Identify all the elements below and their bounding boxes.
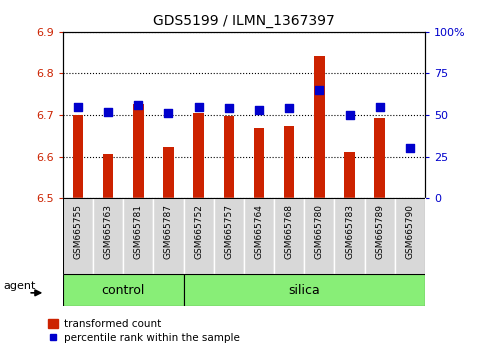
Bar bbox=[334, 198, 365, 274]
Point bbox=[376, 104, 384, 110]
Point bbox=[74, 104, 82, 110]
Bar bbox=[224, 116, 234, 198]
Bar bbox=[154, 198, 184, 274]
Text: agent: agent bbox=[3, 280, 36, 291]
Bar bbox=[184, 198, 213, 274]
Point bbox=[195, 104, 202, 110]
Text: GSM665790: GSM665790 bbox=[405, 204, 414, 259]
Text: GSM665764: GSM665764 bbox=[255, 204, 264, 259]
Point bbox=[315, 87, 323, 93]
Bar bbox=[274, 198, 304, 274]
Text: GSM665789: GSM665789 bbox=[375, 204, 384, 259]
Bar bbox=[93, 198, 123, 274]
Text: GSM665755: GSM665755 bbox=[73, 204, 83, 259]
Bar bbox=[133, 104, 143, 198]
Bar bbox=[193, 113, 204, 198]
Point bbox=[346, 112, 354, 118]
Bar bbox=[163, 148, 174, 198]
Point bbox=[285, 105, 293, 111]
Text: GSM665783: GSM665783 bbox=[345, 204, 354, 259]
Bar bbox=[304, 198, 334, 274]
Legend: transformed count, percentile rank within the sample: transformed count, percentile rank withi… bbox=[44, 315, 244, 348]
Text: GSM665763: GSM665763 bbox=[103, 204, 113, 259]
Bar bbox=[284, 126, 295, 198]
Bar bbox=[254, 129, 264, 198]
Text: silica: silica bbox=[288, 284, 320, 297]
Bar bbox=[344, 152, 355, 198]
Text: GSM665780: GSM665780 bbox=[315, 204, 324, 259]
Text: GSM665781: GSM665781 bbox=[134, 204, 143, 259]
Point bbox=[165, 110, 172, 116]
Point bbox=[225, 105, 233, 111]
Bar bbox=[63, 274, 184, 306]
Bar bbox=[395, 198, 425, 274]
Bar bbox=[63, 198, 93, 274]
Bar bbox=[123, 198, 154, 274]
Bar bbox=[244, 198, 274, 274]
Point bbox=[104, 109, 112, 115]
Text: control: control bbox=[101, 284, 145, 297]
Bar bbox=[374, 118, 385, 198]
Text: GSM665752: GSM665752 bbox=[194, 204, 203, 259]
Bar bbox=[103, 154, 114, 198]
Point bbox=[255, 107, 263, 113]
Bar bbox=[365, 198, 395, 274]
Text: GSM665757: GSM665757 bbox=[224, 204, 233, 259]
Bar bbox=[213, 198, 244, 274]
Point bbox=[406, 145, 414, 151]
Bar bbox=[72, 115, 83, 198]
Text: GSM665768: GSM665768 bbox=[284, 204, 294, 259]
Bar bbox=[184, 274, 425, 306]
Text: GSM665787: GSM665787 bbox=[164, 204, 173, 259]
Title: GDS5199 / ILMN_1367397: GDS5199 / ILMN_1367397 bbox=[153, 14, 335, 28]
Bar bbox=[314, 56, 325, 198]
Point bbox=[134, 102, 142, 108]
